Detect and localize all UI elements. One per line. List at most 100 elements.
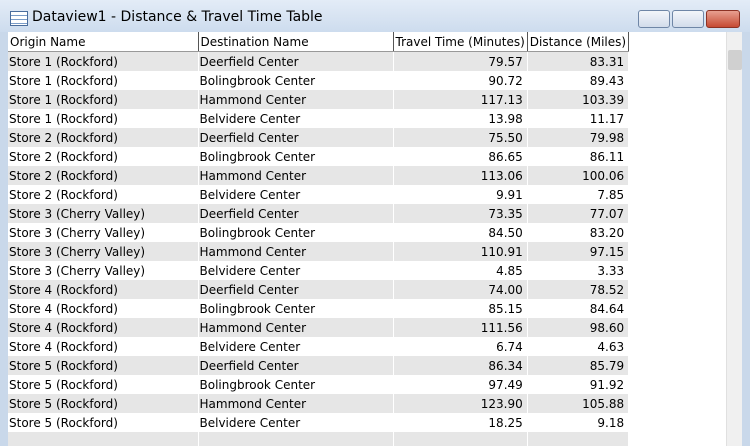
table-cell: 4.63 bbox=[527, 337, 630, 356]
table-view: Origin Name Destination Name Travel Time (… bbox=[8, 32, 742, 446]
table-cell: 110.91 bbox=[393, 242, 528, 261]
table-cell: 103.39 bbox=[527, 90, 630, 109]
table-cell bbox=[8, 432, 199, 446]
table-cell: Store 4 (Rockford) bbox=[8, 299, 199, 318]
table-cell: Hammond Center bbox=[198, 90, 394, 109]
column-header[interactable]: Distance (Miles) bbox=[527, 32, 630, 52]
table-cell: Store 5 (Rockford) bbox=[8, 394, 199, 413]
table-cell: 73.35 bbox=[393, 204, 528, 223]
table-cell: Store 3 (Cherry Valley) bbox=[8, 261, 199, 280]
table-row[interactable]: Store 2 (Rockford) Deerfield Center 75.50 7… bbox=[8, 128, 630, 147]
table-cell: Bolingbrook Center bbox=[198, 71, 394, 90]
header-row: Origin Name Destination Name Travel Time (… bbox=[8, 32, 630, 52]
table-cell: Store 4 (Rockford) bbox=[8, 318, 199, 337]
table-row[interactable]: Store 1 (Rockford) Belvidere Center 13.98 1… bbox=[8, 109, 630, 128]
table-cell: 84.64 bbox=[527, 299, 630, 318]
column-header[interactable]: Travel Time (Minutes) bbox=[393, 32, 528, 52]
table-row[interactable]: Store 5 (Rockford) Belvidere Center 18.25 9… bbox=[8, 413, 630, 432]
table-cell: Store 1 (Rockford) bbox=[8, 90, 199, 109]
table-cell bbox=[198, 432, 394, 446]
table-cell: 74.00 bbox=[393, 280, 528, 299]
table-row[interactable]: Store 5 (Rockford) Deerfield Center 86.34 8… bbox=[8, 356, 630, 375]
table-row[interactable]: Store 1 (Rockford) Hammond Center 117.13 10… bbox=[8, 90, 630, 109]
table-cell: Deerfield Center bbox=[198, 356, 394, 375]
table-cell: Hammond Center bbox=[198, 166, 394, 185]
table-cell: 113.06 bbox=[393, 166, 528, 185]
column-header[interactable]: Origin Name bbox=[8, 32, 199, 52]
table-cell: 79.57 bbox=[393, 51, 528, 71]
scrollbar[interactable] bbox=[726, 32, 742, 446]
table-cell bbox=[393, 432, 528, 446]
close-button[interactable] bbox=[706, 10, 740, 28]
table-row[interactable]: Store 2 (Rockford) Belvidere Center 9.91 7.… bbox=[8, 185, 630, 204]
table-cell: Bolingbrook Center bbox=[198, 299, 394, 318]
column-header[interactable]: Destination Name bbox=[198, 32, 394, 52]
table-row[interactable]: Store 2 (Rockford) Bolingbrook Center 86.6… bbox=[8, 147, 630, 166]
table-row[interactable]: Store 3 (Cherry Valley) Hammond Center 110… bbox=[8, 242, 630, 261]
table-row[interactable]: Store 4 (Rockford) Belvidere Center 6.74 4.… bbox=[8, 337, 630, 356]
maximize-button[interactable] bbox=[672, 10, 704, 28]
table-cell: Deerfield Center bbox=[198, 128, 394, 147]
data-table: Origin Name Destination Name Travel Time (… bbox=[8, 32, 630, 446]
table-cell: Store 5 (Rockford) bbox=[8, 356, 199, 375]
table-row[interactable]: Store 3 (Cherry Valley) Deerfield Center 7… bbox=[8, 204, 630, 223]
table-cell: Store 2 (Rockford) bbox=[8, 166, 199, 185]
table-row[interactable]: Store 1 (Rockford) Deerfield Center 79.57 8… bbox=[8, 51, 630, 71]
table-cell: 123.90 bbox=[393, 394, 528, 413]
table-cell: 89.43 bbox=[527, 71, 630, 90]
table-cell: Store 1 (Rockford) bbox=[8, 71, 199, 90]
scroll-thumb[interactable] bbox=[728, 50, 742, 70]
table-cell: Store 1 (Rockford) bbox=[8, 51, 199, 71]
table-cell: Store 4 (Rockford) bbox=[8, 337, 199, 356]
table-row[interactable]: Store 4 (Rockford) Hammond Center 111.56 98… bbox=[8, 318, 630, 337]
table-cell: 85.79 bbox=[527, 356, 630, 375]
table-cell: 85.15 bbox=[393, 299, 528, 318]
table-cell: Store 4 (Rockford) bbox=[8, 280, 199, 299]
table-cell: 7.85 bbox=[527, 185, 630, 204]
table-cell: Store 3 (Cherry Valley) bbox=[8, 242, 199, 261]
table-cell: 9.18 bbox=[527, 413, 630, 432]
table-cell: 97.49 bbox=[393, 375, 528, 394]
table-cell: 11.17 bbox=[527, 109, 630, 128]
table-cell: 75.50 bbox=[393, 128, 528, 147]
table-cell: 18.25 bbox=[393, 413, 528, 432]
table-cell: Store 5 (Rockford) bbox=[8, 413, 199, 432]
table-cell: Belvidere Center bbox=[198, 185, 394, 204]
table-cell: Deerfield Center bbox=[198, 280, 394, 299]
table-cell: 97.15 bbox=[527, 242, 630, 261]
table-cell: Store 2 (Rockford) bbox=[8, 185, 199, 204]
window-icon bbox=[10, 11, 28, 26]
table-cell: Store 2 (Rockford) bbox=[8, 128, 199, 147]
table-cell: 78.52 bbox=[527, 280, 630, 299]
table-cell: 79.98 bbox=[527, 128, 630, 147]
table-cell: Hammond Center bbox=[198, 242, 394, 261]
table-cell: 6.74 bbox=[393, 337, 528, 356]
table-cell: Deerfield Center bbox=[198, 204, 394, 223]
table-cell: 90.72 bbox=[393, 71, 528, 90]
table-cell: Hammond Center bbox=[198, 318, 394, 337]
table-row[interactable]: Store 1 (Rockford) Bolingbrook Center 90.7… bbox=[8, 71, 630, 90]
table-row[interactable]: Store 3 (Cherry Valley) Bolingbrook Cente… bbox=[8, 223, 630, 242]
table-cell: Bolingbrook Center bbox=[198, 375, 394, 394]
table-row[interactable]: Store 5 (Rockford) Bolingbrook Center 97.4… bbox=[8, 375, 630, 394]
table-cell: Store 1 (Rockford) bbox=[8, 109, 199, 128]
minimize-button[interactable] bbox=[638, 10, 670, 28]
table-row[interactable]: Store 3 (Cherry Valley) Belvidere Center 4… bbox=[8, 261, 630, 280]
table-cell: Store 3 (Cherry Valley) bbox=[8, 204, 199, 223]
table-cell: 13.98 bbox=[393, 109, 528, 128]
table-row[interactable]: Store 5 (Rockford) Hammond Center 123.90 10… bbox=[8, 394, 630, 413]
table-cell: Belvidere Center bbox=[198, 413, 394, 432]
table-cell: 105.88 bbox=[527, 394, 630, 413]
table-cell: 86.34 bbox=[393, 356, 528, 375]
table-row[interactable]: Store 2 (Rockford) Hammond Center 113.06 10… bbox=[8, 166, 630, 185]
table-cell: Bolingbrook Center bbox=[198, 223, 394, 242]
table-cell bbox=[527, 432, 630, 446]
table-row[interactable]: Store 4 (Rockford) Deerfield Center 74.00 7… bbox=[8, 280, 630, 299]
table-cell: Belvidere Center bbox=[198, 109, 394, 128]
table-cell: 77.07 bbox=[527, 204, 630, 223]
table-cell: Store 2 (Rockford) bbox=[8, 147, 199, 166]
table-cell: 111.56 bbox=[393, 318, 528, 337]
table-cell: Hammond Center bbox=[198, 394, 394, 413]
table-row[interactable]: Store 4 (Rockford) Bolingbrook Center 85.1… bbox=[8, 299, 630, 318]
table-row bbox=[8, 432, 630, 446]
